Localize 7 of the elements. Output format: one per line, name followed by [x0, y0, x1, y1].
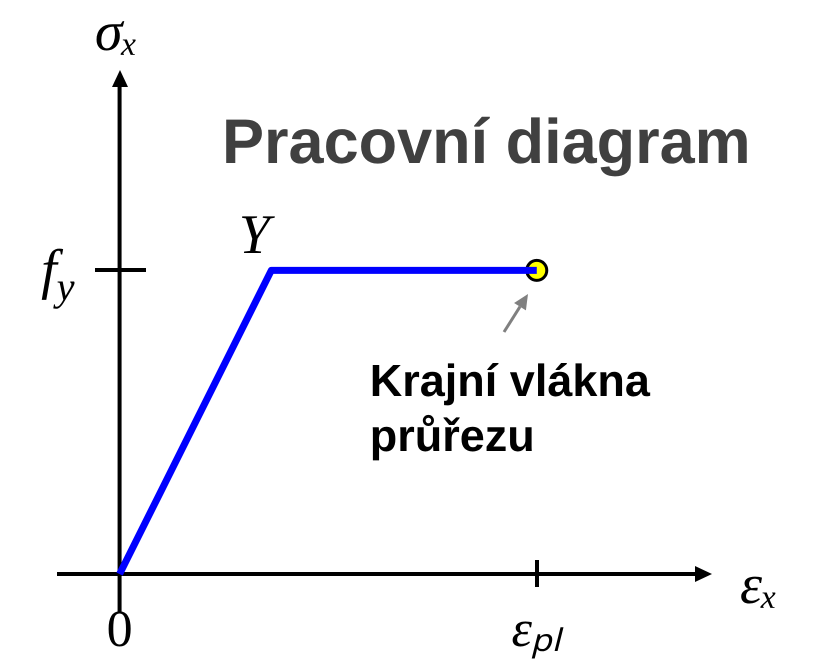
x-axis-title: εₓ: [740, 554, 778, 616]
annotation: Krajní vlákna průřezu: [370, 354, 652, 464]
x-tick-label: 0: [106, 601, 133, 658]
y-axis-title: σₓ: [94, 1, 138, 63]
x-tick-label: εₚₗ: [512, 601, 562, 658]
text: f$_{y}$: [41, 239, 75, 310]
chart-title: Pracovní diagram: [222, 107, 751, 177]
